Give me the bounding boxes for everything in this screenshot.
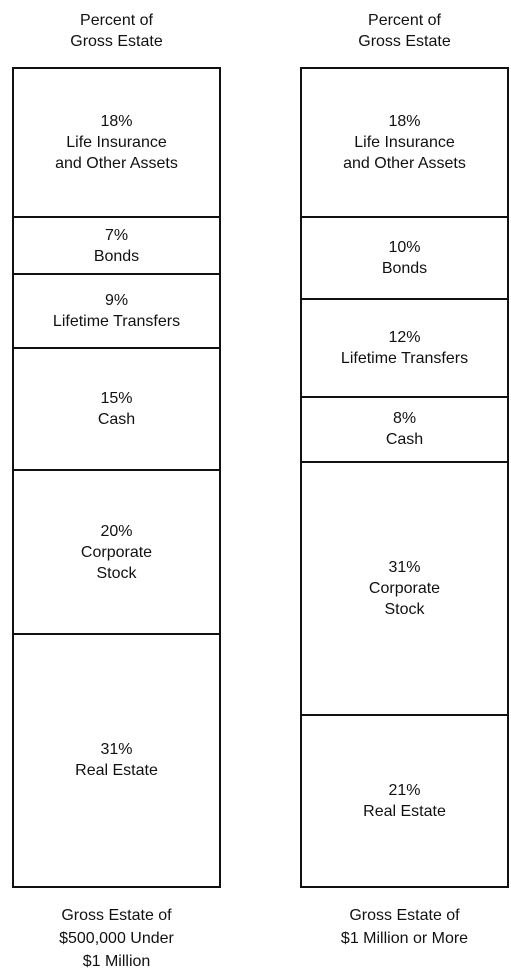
value-label: 20% <box>100 522 133 540</box>
segment: 12% Lifetime Transfers <box>302 297 507 396</box>
segment: 31% Real Estate <box>14 632 219 886</box>
segment-label: Lifetime Transfers <box>340 349 469 367</box>
segment-label: Bonds <box>381 259 428 277</box>
segment: 8% Cash <box>302 395 507 461</box>
segment-label: Cash <box>385 431 424 449</box>
category-label: Gross Estate of $1 Million or More <box>340 907 469 947</box>
segment-label: Cash <box>97 411 136 429</box>
axis-label: Percent of Gross Estate <box>358 12 451 50</box>
value-label: 9% <box>104 292 129 309</box>
segment-label: Corporate Stock <box>80 543 153 582</box>
segment-label: Real Estate <box>363 803 446 821</box>
value-label: 15% <box>100 390 133 408</box>
column: 18% Life Insurance and Other Assets 10% Bon… <box>300 67 509 888</box>
value-label: 10% <box>388 238 421 256</box>
segment: 31% Corporate Stock <box>302 461 507 714</box>
segment: 9% Lifetime Transfers <box>14 273 219 347</box>
value-label: 12% <box>388 328 421 346</box>
segment: 10% Bonds <box>302 216 507 298</box>
segment-label: Corporate Stock <box>368 580 441 619</box>
value-label: 18% <box>388 113 421 131</box>
category-label: Gross Estate of $500,000 Under $1 Millio… <box>59 907 174 970</box>
segment-label: Real Estate <box>75 762 158 780</box>
segment: 18% Life Insurance and Other Assets <box>14 69 219 216</box>
value-label: 8% <box>392 410 417 428</box>
value-label: 21% <box>388 782 421 800</box>
value-label: 18% <box>100 113 133 131</box>
column: 18% Life Insurance and Other Assets 7% Bond… <box>12 67 221 888</box>
segment-label: Lifetime Transfers <box>52 313 181 330</box>
segment: 18% Life Insurance and Other Assets <box>302 69 507 216</box>
segment: 7% Bonds <box>14 216 219 273</box>
segment: 15% Cash <box>14 346 219 470</box>
segment-label: Life Insurance and Other Assets <box>343 134 466 173</box>
value-label: 31% <box>388 559 421 577</box>
segment-label: Life Insurance and Other Assets <box>55 134 178 173</box>
segment: 21% Real Estate <box>302 714 507 886</box>
segment-label: Bonds <box>93 247 140 265</box>
value-label: 7% <box>104 226 129 244</box>
value-label: 31% <box>100 741 133 759</box>
segment: 20% Corporate Stock <box>14 469 219 632</box>
axis-label: Percent of Gross Estate <box>70 12 163 50</box>
